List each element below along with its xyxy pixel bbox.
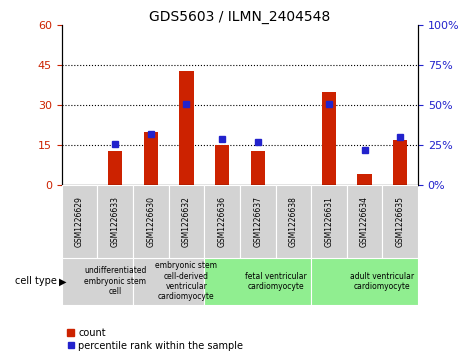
Bar: [311, 258, 418, 305]
Text: cell type: cell type: [15, 276, 57, 286]
Bar: [276, 185, 311, 258]
Bar: [97, 185, 133, 258]
Text: fetal ventricular
cardiomyocyte: fetal ventricular cardiomyocyte: [245, 272, 306, 291]
Text: GSM1226633: GSM1226633: [111, 196, 120, 247]
Bar: [322, 92, 336, 185]
Bar: [215, 145, 229, 185]
Title: GDS5603 / ILMN_2404548: GDS5603 / ILMN_2404548: [149, 11, 331, 24]
Bar: [108, 151, 123, 185]
Bar: [393, 140, 407, 185]
Bar: [347, 185, 382, 258]
Bar: [133, 258, 204, 305]
Bar: [240, 185, 276, 258]
Bar: [251, 151, 265, 185]
Text: GSM1226634: GSM1226634: [360, 196, 369, 247]
Text: GSM1226636: GSM1226636: [218, 196, 227, 247]
Text: ▶: ▶: [59, 276, 67, 286]
Bar: [62, 185, 97, 258]
Bar: [133, 185, 169, 258]
Bar: [169, 185, 204, 258]
Text: GSM1226637: GSM1226637: [253, 196, 262, 247]
Bar: [311, 185, 347, 258]
Bar: [143, 132, 158, 185]
Text: GSM1226630: GSM1226630: [146, 196, 155, 247]
Legend: count, percentile rank within the sample: count, percentile rank within the sample: [66, 328, 243, 351]
Bar: [204, 185, 240, 258]
Text: GSM1226635: GSM1226635: [396, 196, 405, 247]
Text: GSM1226632: GSM1226632: [182, 196, 191, 247]
Text: adult ventricular
cardiomyocyte: adult ventricular cardiomyocyte: [350, 272, 414, 291]
Text: undifferentiated
embryonic stem
cell: undifferentiated embryonic stem cell: [84, 266, 146, 296]
Bar: [357, 175, 371, 185]
Text: embryonic stem
cell-derived
ventricular
cardiomyocyte: embryonic stem cell-derived ventricular …: [155, 261, 218, 301]
Text: GSM1226631: GSM1226631: [324, 196, 333, 247]
Bar: [382, 185, 418, 258]
Text: GSM1226629: GSM1226629: [75, 196, 84, 247]
Text: GSM1226638: GSM1226638: [289, 196, 298, 247]
Bar: [62, 258, 133, 305]
Bar: [204, 258, 311, 305]
Bar: [180, 71, 194, 185]
